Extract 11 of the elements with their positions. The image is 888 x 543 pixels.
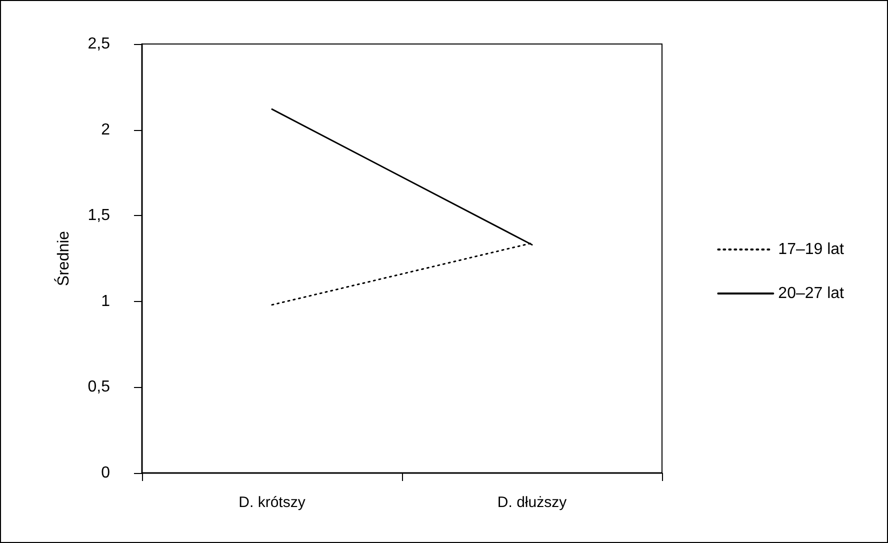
- y-tick-label: 1: [101, 292, 110, 310]
- legend-label: 17–19 lat: [778, 241, 845, 258]
- y-tick-label: 1,5: [88, 207, 110, 224]
- y-tick-label: 2,5: [88, 36, 110, 52]
- y-axis-title: Średnie: [54, 230, 72, 286]
- y-tick-label: 0: [101, 464, 110, 482]
- x-tick-label: D. dłuższy: [497, 494, 568, 511]
- legend-label: 20–27 lat: [778, 285, 845, 302]
- y-tick-label: 0,5: [88, 378, 110, 396]
- y-tick-label: 2: [101, 121, 110, 138]
- x-tick-label: D. krótszy: [238, 494, 306, 511]
